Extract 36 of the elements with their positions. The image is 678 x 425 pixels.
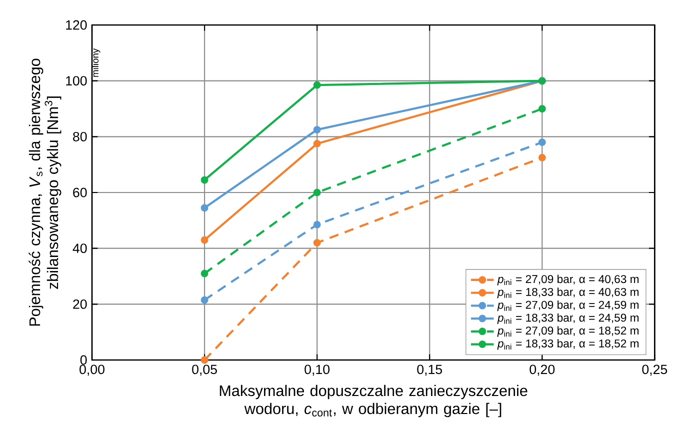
point [313, 239, 321, 246]
point [313, 140, 321, 148]
x-tick-label: 0,05 [192, 364, 217, 376]
x-axis-title: Maksymalne dopuszczalne zanieczyszczenie wodoru, c$_{cont}$, w odbieranym gazie [–] [220, 384, 528, 418]
x-tick-label: 0,00 [80, 364, 104, 376]
point [313, 81, 321, 89]
point [200, 296, 208, 304]
point [200, 356, 208, 364]
point [313, 220, 321, 228]
point [200, 270, 208, 278]
legend-label: p$_{ini}$ = 18,33 bar, α = 24,59 m [497, 313, 639, 324]
point [538, 138, 546, 146]
y-tick-label: 80 [73, 132, 87, 142]
x-tick-label: 0,15 [417, 364, 442, 376]
point [538, 154, 546, 162]
annotation: miliony [92, 48, 100, 77]
y-tick-label: 40 [72, 244, 87, 254]
y-tick-label: 120 [66, 20, 87, 30]
y-tick-label: 0 [80, 355, 87, 365]
x-tick-label: 0,25 [642, 364, 668, 376]
y-tick-label: 60 [73, 188, 87, 198]
point [538, 105, 546, 112]
y-tick-label: 100 [66, 76, 87, 86]
legend-label: p$_{ini}$ = 18,33 bar, α = 40,63 m [497, 288, 639, 298]
y-tick-label: 20 [73, 299, 87, 309]
x-tick-label: 0,10 [304, 364, 330, 376]
point [313, 188, 321, 196]
point [200, 236, 208, 244]
point [200, 176, 208, 184]
x-tick-label: 0,20 [530, 364, 555, 376]
point [313, 126, 321, 134]
legend-label: p$_{ini}$ = 27,09 bar, α = 24,59 m [497, 300, 639, 312]
legend-label: p$_{ini}$ = 18,33 bar, α = 18,52 m [497, 339, 639, 350]
legend-label: p$_{ini}$ = 27,09 bar, α = 18,52 m [497, 326, 639, 337]
point [200, 204, 208, 212]
legend-label: p$_{ini}$ = 27,09 bar, α = 40,63 m [497, 274, 639, 286]
